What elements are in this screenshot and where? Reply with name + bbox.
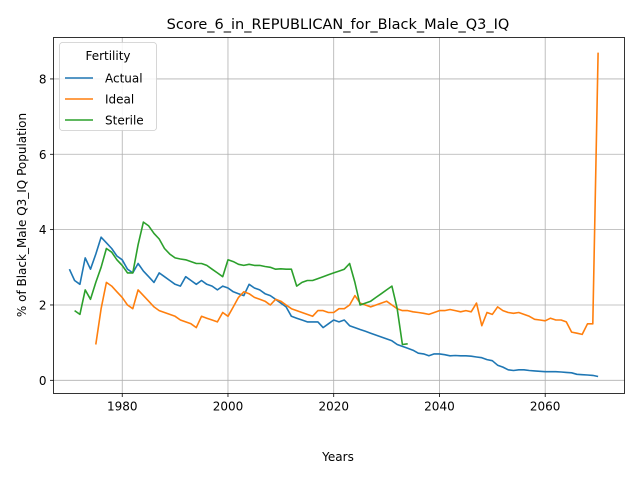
y-tick-label: 4 xyxy=(39,223,47,237)
legend-label-actual: Actual xyxy=(105,72,143,86)
grid xyxy=(53,37,625,394)
legend-box xyxy=(59,42,157,131)
y-tick-label: 0 xyxy=(39,374,47,388)
legend-title: Fertility xyxy=(85,49,130,63)
legend-label-sterile: Sterile xyxy=(105,114,144,128)
y-tick-label: 8 xyxy=(39,72,47,86)
x-tick-label: 2060 xyxy=(530,400,561,414)
x-tick-label: 2040 xyxy=(424,400,455,414)
axis-ticks: 1980 2000 2020 2040 2060 0 2 4 6 8 xyxy=(39,72,561,413)
x-tick-label: 2000 xyxy=(213,400,244,414)
legend-label-ideal: Ideal xyxy=(105,93,134,107)
series-lines xyxy=(68,52,599,378)
series-line-ideal xyxy=(95,52,599,345)
y-tick-label: 2 xyxy=(39,298,47,312)
chart-title: Score_6_in_REPUBLICAN_for_Black_Male_Q3_… xyxy=(167,17,510,33)
x-tick-label: 2020 xyxy=(318,400,349,414)
series-line-sterile xyxy=(74,221,408,346)
y-tick-label: 6 xyxy=(39,148,47,162)
plot-frame xyxy=(53,37,625,394)
y-axis-label: % of Black_Male Q3_IQ Population xyxy=(15,113,29,317)
x-axis-label: Years xyxy=(321,450,354,464)
series-line-actual xyxy=(68,236,599,378)
legend: Fertility Actual Ideal Sterile xyxy=(59,42,157,131)
x-tick-label: 1980 xyxy=(107,400,138,414)
